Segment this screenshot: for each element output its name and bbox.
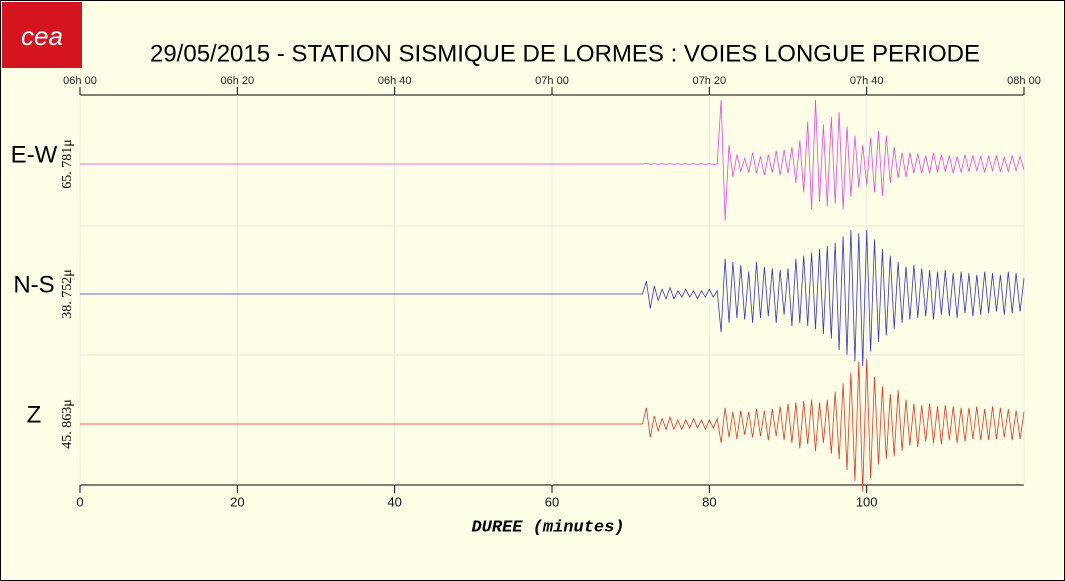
top-tick-label: 06h 20 [221,75,255,87]
trace [80,359,1025,492]
top-tick-label: 07h 00 [535,75,569,87]
chart-title: 29/05/2015 - STATION SISMIQUE DE LORMES … [150,40,980,67]
series-name: N-S [13,271,54,298]
trace [80,99,1025,221]
x-tick-label: 20 [230,494,244,509]
top-tick-label: 06h 00 [63,75,97,87]
trace [80,229,1025,367]
scale-label: 65. 781μ [60,139,75,189]
scale-label: 38. 752μ [60,269,75,319]
top-tick-label: 06h 40 [378,75,412,87]
logo [2,2,82,68]
x-tick-label: 60 [545,494,559,509]
series-name: Z [27,401,42,428]
x-axis-title: DUREE (minutes) [471,518,624,537]
x-tick-label: 100 [856,494,878,509]
top-tick-label: 07h 40 [850,75,884,87]
logo-text: cea [21,21,63,51]
top-tick-label: 08h 00 [1007,75,1041,87]
x-tick-label: 40 [387,494,401,509]
series-name: E-W [11,141,58,168]
x-tick-label: 80 [702,494,716,509]
x-tick-label: 0 [76,494,83,509]
scale-label: 45. 863μ [60,399,75,449]
top-tick-label: 07h 20 [693,75,727,87]
